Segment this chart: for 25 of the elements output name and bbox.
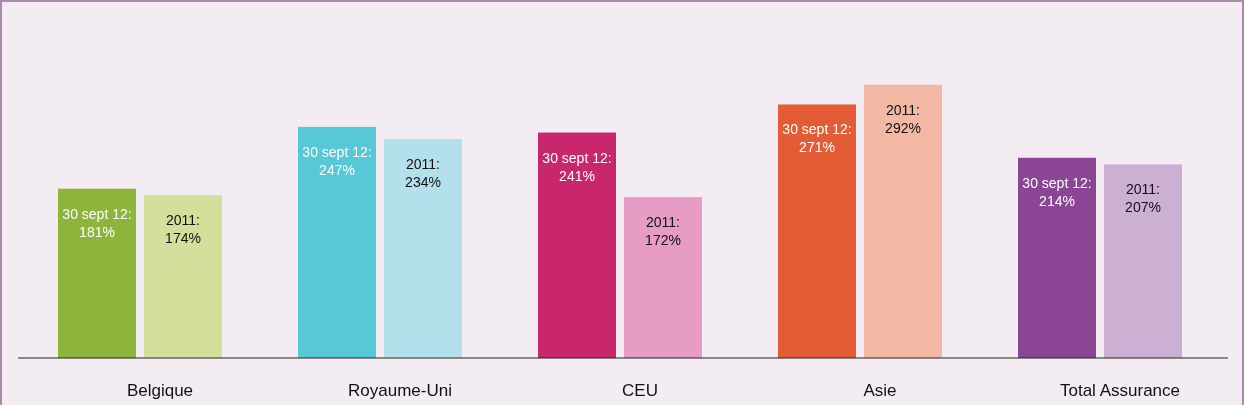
data-label: 2011: 234% — [405, 156, 441, 191]
data-label: 30 sept 12: 241% — [542, 149, 612, 184]
x-tick-label: Asie — [863, 381, 897, 400]
data-label: 30 sept 12: 214% — [1022, 174, 1092, 209]
data-label: 2011: 172% — [645, 214, 681, 249]
bar — [384, 139, 462, 358]
bar — [1018, 157, 1096, 358]
data-label: 2011: 207% — [1125, 181, 1161, 216]
bar — [624, 197, 702, 358]
data-label: 2011: 292% — [885, 101, 921, 136]
bar — [778, 104, 856, 358]
bar — [864, 84, 942, 358]
data-label: 30 sept 12: 271% — [782, 121, 852, 156]
data-label: 30 sept 12: 247% — [302, 143, 372, 178]
bar — [538, 132, 616, 358]
data-label: 2011: 174% — [165, 212, 201, 247]
x-tick-label: Royaume-Uni — [348, 381, 452, 400]
bar — [58, 188, 136, 358]
bar — [1104, 164, 1182, 358]
bar — [144, 195, 222, 358]
x-tick-label: Total Assurance — [1059, 381, 1181, 400]
data-label: 30 sept 12: 181% — [62, 205, 132, 240]
bar — [298, 126, 376, 358]
x-tick-label: CEU — [622, 381, 658, 400]
x-tick-label: Belgique — [126, 381, 194, 400]
